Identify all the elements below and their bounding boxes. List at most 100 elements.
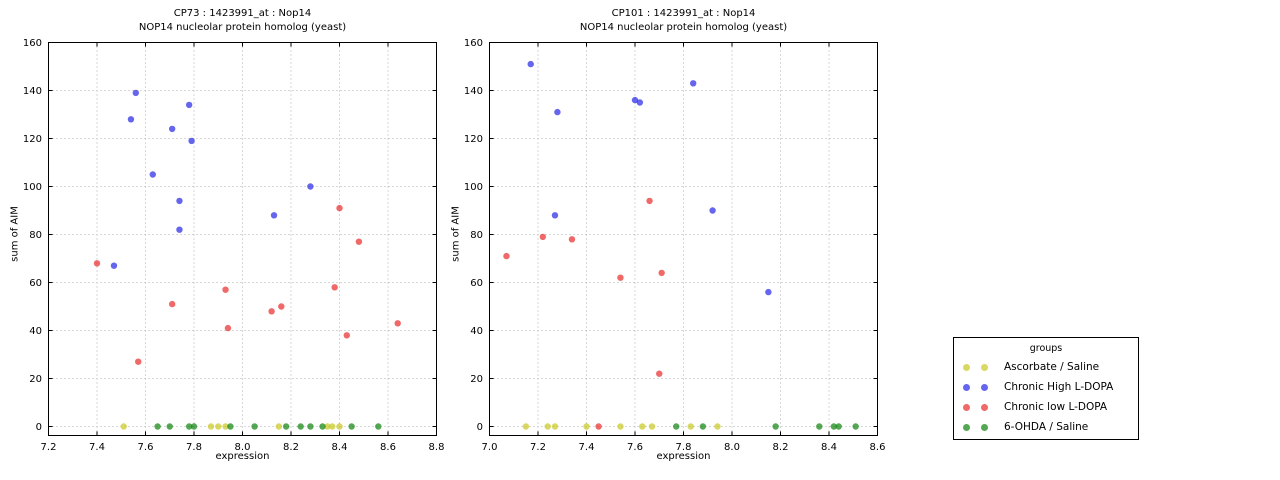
data-point — [348, 423, 355, 430]
legend-item-label: Chronic High L-DOPA — [1004, 381, 1114, 393]
legend-item: Ascorbate / Saline — [954, 357, 1138, 377]
data-point — [835, 423, 842, 430]
data-point — [394, 320, 401, 327]
data-point — [251, 423, 258, 430]
legend: groups Ascorbate / Saline Chronic High L-… — [953, 337, 1139, 440]
data-point — [215, 423, 222, 430]
y-tick-label: 60 — [470, 278, 483, 289]
y-tick-label: 120 — [23, 134, 42, 145]
x-tick-label: 7.0 — [482, 442, 498, 453]
data-point — [673, 423, 680, 430]
data-point — [190, 423, 198, 430]
data-point — [224, 324, 232, 332]
legend-marker-icon — [981, 363, 988, 371]
y-tick-label: 120 — [464, 134, 483, 145]
data-point — [355, 238, 363, 245]
data-point — [765, 288, 772, 296]
data-point — [120, 423, 127, 430]
data-point — [149, 171, 156, 178]
x-tick-label: 8.6 — [870, 442, 886, 453]
data-point — [830, 423, 838, 430]
data-point — [166, 423, 173, 430]
data-point — [617, 423, 624, 430]
legend-item: Chronic low L-DOPA — [954, 397, 1138, 417]
x-tick-label: 8.4 — [821, 442, 837, 453]
x-tick-label: 7.6 — [627, 442, 643, 453]
legend-title: groups — [1029, 343, 1063, 354]
data-point — [268, 308, 275, 315]
data-point — [93, 260, 101, 267]
data-point — [699, 423, 707, 430]
x-tick-label: 8.0 — [724, 442, 740, 453]
data-point — [336, 423, 343, 430]
x-tick-label: 8.6 — [380, 442, 396, 453]
y-tick-label: 60 — [29, 278, 42, 289]
data-point — [282, 423, 290, 430]
plot-title: CP73 : 1423991_at : Nop14 — [173, 8, 312, 19]
y-tick-label: 140 — [464, 86, 483, 97]
plot-subtitle: NOP14 nucleolar protein homolog (yeast) — [579, 21, 788, 33]
data-point — [168, 125, 176, 133]
y-tick-label: 160 — [464, 38, 483, 49]
data-point — [207, 423, 215, 430]
data-point — [551, 423, 559, 430]
y-tick-label: 0 — [36, 422, 42, 433]
data-point — [222, 423, 229, 430]
x-tick-label: 7.4 — [89, 442, 105, 453]
x-tick-label: 8.2 — [773, 442, 789, 453]
data-point — [631, 96, 639, 104]
data-point — [375, 423, 382, 430]
x-tick-label: 8.2 — [283, 442, 299, 453]
legend-marker-icon — [981, 423, 988, 431]
legend-marker-icon — [963, 423, 970, 431]
data-point — [270, 212, 278, 219]
data-point — [319, 423, 326, 430]
legend-item-label: 6-OHDA / Saline — [1004, 421, 1089, 433]
data-point — [168, 300, 176, 308]
data-point — [639, 423, 646, 430]
x-tick-label: 8.8 — [429, 442, 445, 453]
data-point — [185, 101, 193, 109]
data-point — [583, 423, 590, 430]
y-tick-label: 140 — [23, 86, 42, 97]
data-point — [772, 423, 779, 430]
data-point — [127, 116, 135, 123]
y-tick-label: 20 — [470, 374, 483, 385]
data-point — [176, 226, 183, 233]
x-tick-label: 8.0 — [235, 442, 251, 453]
data-point — [709, 207, 716, 214]
data-point — [690, 80, 697, 87]
data-point — [648, 423, 656, 430]
y-tick-label: 40 — [470, 326, 483, 337]
x-tick-label: 7.2 — [41, 442, 57, 453]
x-tick-label: 7.2 — [530, 442, 546, 453]
y-tick-label: 0 — [477, 422, 483, 433]
data-point — [343, 332, 350, 339]
plot-cp101-title-block: CP101 : 1423991_at : Nop14 NOP14 nucleol… — [489, 7, 878, 34]
data-point — [331, 284, 338, 291]
data-point — [324, 423, 331, 430]
data-point — [595, 423, 602, 430]
y-tick-label: 100 — [23, 182, 42, 193]
data-point — [687, 423, 694, 430]
legend-item: Chronic High L-DOPA — [954, 377, 1138, 397]
x-tick-label: 7.4 — [579, 442, 595, 453]
data-point — [539, 233, 547, 241]
plot-area-cp73: 7.2 7.4 7.6 7.8 8.0 8.2 8.4 8.6 8.8 0 20 40 60 80 100 1… — [23, 38, 445, 453]
legend-marker-icon — [963, 403, 970, 411]
data-point — [656, 370, 663, 377]
y-tick-label: 40 — [29, 326, 42, 337]
data-point — [275, 423, 283, 430]
data-point — [636, 99, 644, 106]
data-point — [307, 183, 314, 190]
x-tick-label: 7.6 — [138, 442, 154, 453]
plot-cp73-title-block: CP73 : 1423991_at : Nop14 NOP14 nucleola… — [48, 7, 437, 34]
y-axis-label: sum of AIM — [450, 206, 462, 262]
data-point — [329, 423, 336, 430]
data-point — [554, 108, 561, 116]
data-point — [307, 423, 314, 430]
data-point — [297, 423, 304, 430]
data-point — [176, 197, 183, 205]
plot-subtitle: NOP14 nucleolar protein homolog (yeast) — [138, 21, 347, 33]
